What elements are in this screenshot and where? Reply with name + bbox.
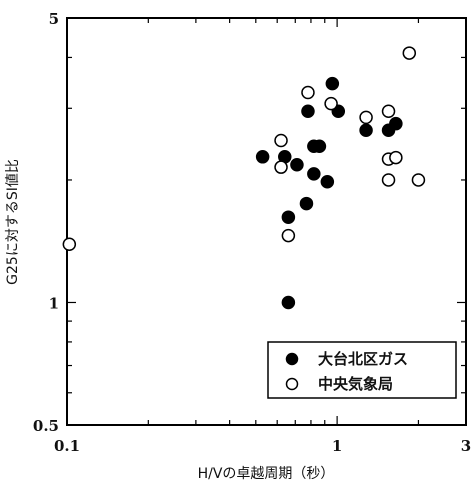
data-point-open bbox=[274, 133, 288, 148]
data-point-filled bbox=[312, 139, 327, 154]
y-tick-label: 5 bbox=[49, 10, 59, 28]
data-point-open bbox=[62, 237, 77, 252]
data-point-filled bbox=[320, 174, 335, 189]
x-axis-title: H/Vの卓越周期（秒） bbox=[198, 466, 335, 482]
x-tick-label: 3 bbox=[461, 437, 471, 455]
ticks-layer: 0.1 1 3 0.5 1 5 bbox=[33, 10, 471, 455]
legend-marker-open bbox=[285, 377, 299, 391]
data-point-open bbox=[402, 46, 417, 60]
data-point-filled bbox=[281, 210, 296, 224]
data-point-open bbox=[324, 96, 338, 111]
data-point-filled bbox=[359, 123, 373, 137]
data-point-filled bbox=[281, 295, 296, 310]
data-point-open bbox=[411, 173, 426, 187]
x-tick-label: 0.1 bbox=[54, 437, 80, 455]
data-point-filled bbox=[389, 116, 403, 131]
data-point-open bbox=[389, 150, 403, 165]
data-point-open bbox=[274, 160, 288, 174]
data-point-open bbox=[381, 104, 396, 119]
x-tick-label: 1 bbox=[332, 437, 342, 455]
data-point-open bbox=[301, 85, 315, 100]
data-point-open bbox=[381, 173, 396, 187]
legend-box bbox=[267, 341, 457, 399]
data-point-filled bbox=[325, 76, 340, 91]
y-tick-label: 1 bbox=[49, 294, 59, 312]
legend-label-series-1: 大台北区ガス bbox=[318, 350, 408, 368]
y-tick-label: 0.5 bbox=[33, 417, 59, 435]
legend-label-series-2: 中央気象局 bbox=[318, 375, 393, 393]
data-point-filled bbox=[307, 167, 321, 181]
legend: 大台北区ガス 中央気象局 bbox=[267, 341, 457, 399]
legend-marker-filled bbox=[285, 352, 299, 366]
data-point-filled bbox=[255, 150, 270, 164]
data-point-filled bbox=[301, 104, 315, 119]
data-point-filled bbox=[299, 196, 314, 211]
points-layer bbox=[62, 46, 426, 310]
y-axis-title: G25に対するSI値比 bbox=[5, 159, 21, 285]
data-point-open bbox=[359, 110, 373, 125]
data-point-filled bbox=[290, 157, 304, 172]
plot-frame bbox=[66, 17, 467, 426]
data-point-open bbox=[281, 228, 296, 243]
